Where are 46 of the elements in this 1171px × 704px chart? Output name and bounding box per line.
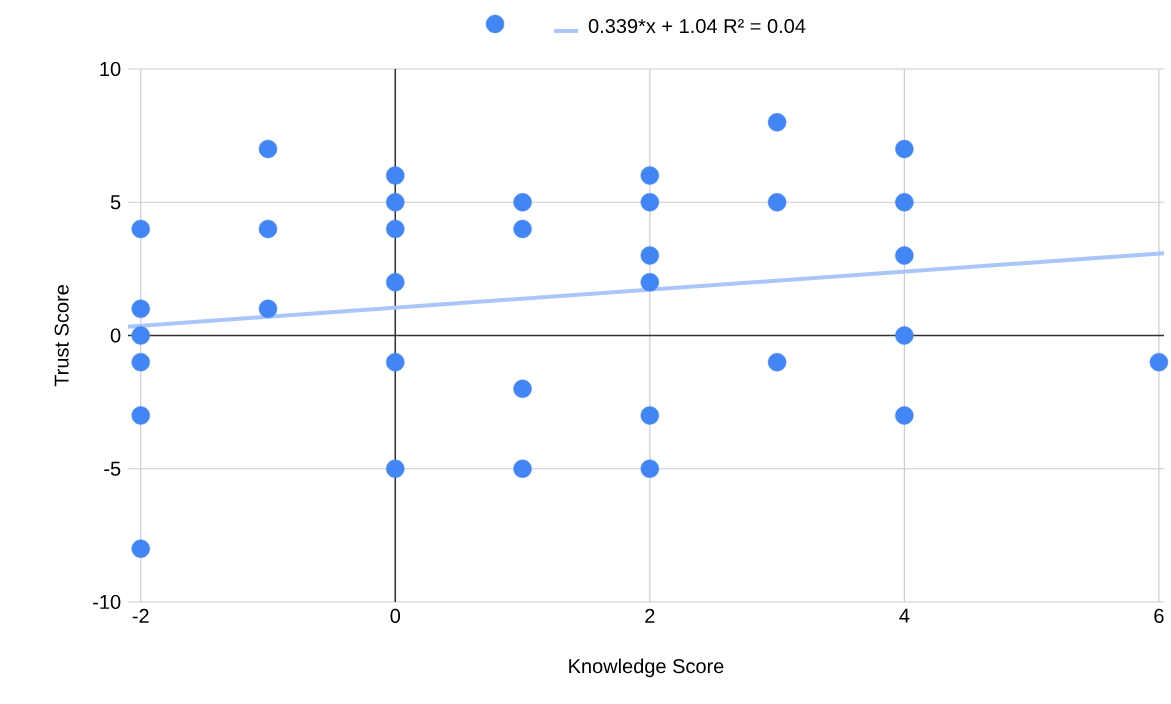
point [513,193,532,212]
point [895,406,914,425]
y-tick-label: 5 [110,195,121,210]
point [767,113,787,132]
point [640,406,660,425]
y-tick-label: -10 [93,594,121,610]
point [640,193,660,212]
x-tick-label: 4 [899,608,910,623]
point [895,139,914,159]
x-tick-label: 0 [390,608,401,623]
point [513,219,532,239]
y-tick-label: -5 [104,461,121,476]
point [640,166,660,185]
point [258,139,278,159]
point [640,272,660,292]
point [767,193,787,212]
y-axis-title: Trust Score [54,285,69,387]
point [513,459,532,478]
point [386,219,405,239]
point [386,166,405,185]
point [513,379,532,398]
x-tick-label: 6 [1154,608,1164,623]
legend-label: 0.339*x + 1.04 R² = 0.04 [588,18,806,34]
point [131,219,150,239]
y-tick-label: 10 [100,61,121,77]
y-tick-label: 0 [110,328,121,343]
point [131,326,150,345]
point [895,326,914,345]
point [386,352,405,372]
point [131,352,150,372]
point [131,299,150,319]
x-axis-title: Knowledge Score [569,658,724,678]
point [258,219,278,239]
point [640,459,660,478]
point [386,459,405,478]
point [131,406,150,425]
x-tick-label: -2 [132,608,149,623]
point [640,246,660,265]
point [767,352,787,372]
point [386,193,405,212]
point [131,539,150,558]
point [258,299,278,319]
point [895,246,914,265]
x-tick-label: 2 [645,608,655,623]
point [895,193,914,212]
point [386,272,405,292]
